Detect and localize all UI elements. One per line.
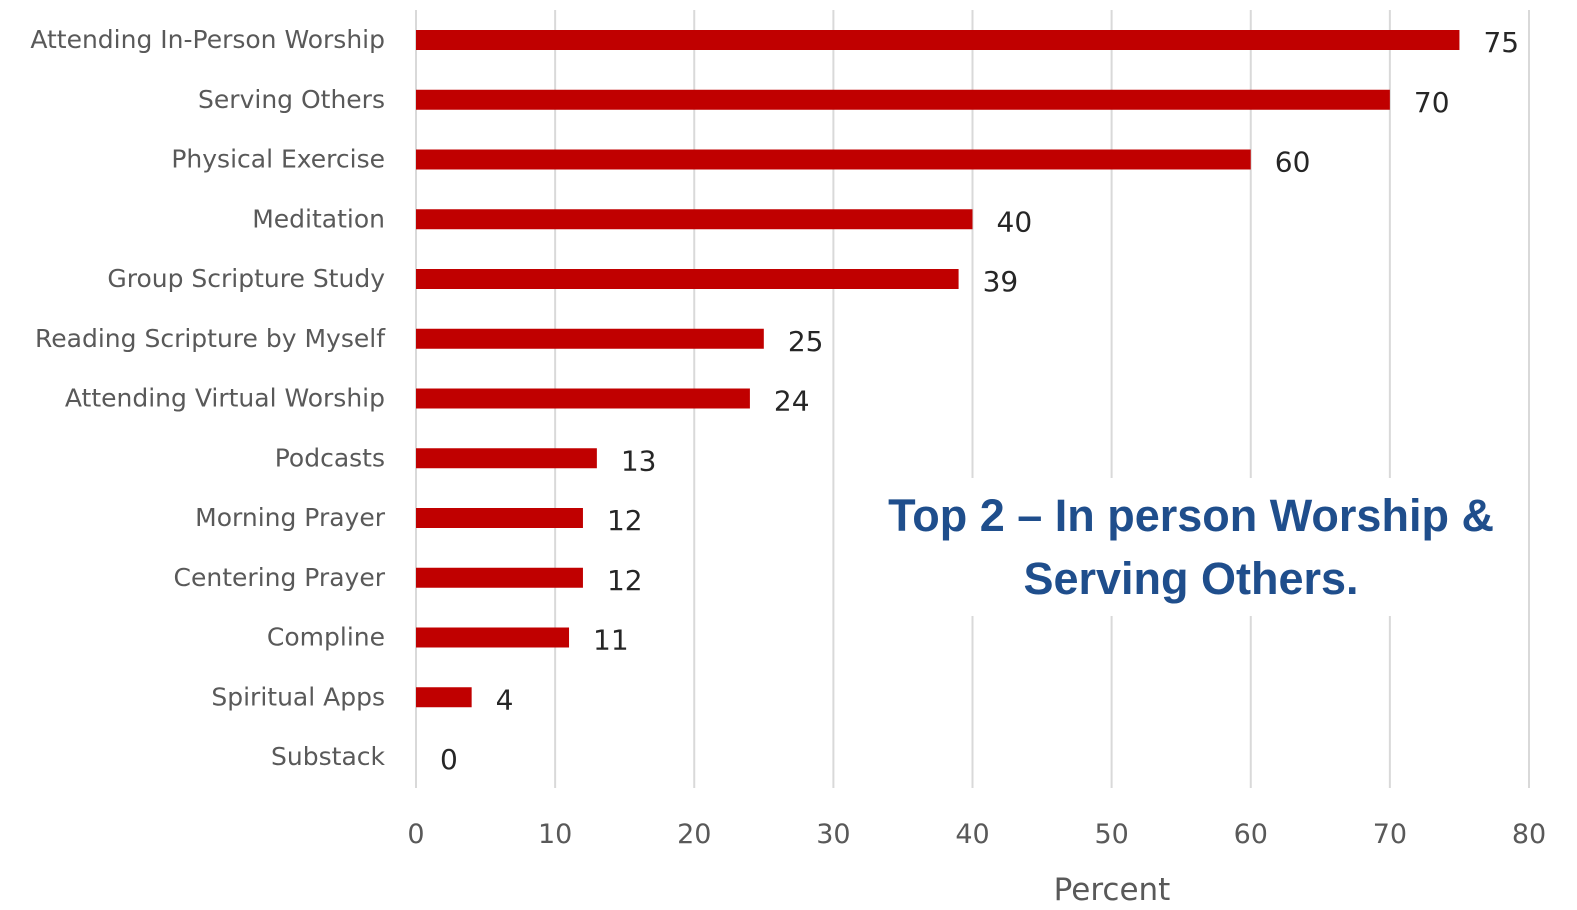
category-label: Compline (267, 623, 385, 652)
data-label: 24 (774, 385, 810, 418)
x-axis-title: Percent (1054, 872, 1171, 908)
bar (416, 627, 570, 648)
category-label: Serving Others (198, 85, 385, 114)
x-tick-label: 40 (955, 819, 989, 850)
data-label: 12 (607, 564, 643, 597)
category-label: Physical Exercise (171, 145, 385, 174)
bars (416, 30, 1460, 708)
category-labels: Attending In-Person Worship Serving Other… (30, 25, 386, 771)
data-label: 12 (607, 504, 643, 537)
category-label: Centering Prayer (174, 563, 386, 592)
annotation-callout: Top 2 – In person Worship & Serving Othe… (858, 478, 1524, 616)
category-label: Spiritual Apps (211, 682, 385, 711)
category-label: Attending Virtual Worship (65, 384, 385, 413)
category-label: Attending In-Person Worship (30, 25, 385, 54)
data-label: 0 (440, 743, 458, 776)
category-label: Meditation (252, 204, 385, 233)
category-label: Podcasts (275, 443, 385, 472)
x-axis-ticks: 0 10 20 30 40 50 60 70 80 (407, 819, 1546, 850)
category-label: Group Scripture Study (107, 264, 385, 293)
data-label: 13 (621, 444, 657, 477)
data-label: 60 (1275, 146, 1311, 179)
data-label: 39 (983, 265, 1019, 298)
x-tick-label: 0 (407, 819, 424, 850)
bar (416, 508, 583, 528)
annotation-line-1: Top 2 – In person Worship & (888, 490, 1494, 541)
data-label: 11 (593, 624, 629, 657)
category-label: Substack (271, 742, 385, 771)
bar (416, 209, 973, 230)
bar (416, 30, 1460, 50)
annotation-line-2: Serving Others. (1023, 553, 1359, 604)
x-tick-label: 70 (1373, 819, 1407, 850)
bar (416, 687, 472, 708)
x-tick-label: 30 (816, 819, 850, 850)
category-label: Reading Scripture by Myself (35, 324, 386, 353)
data-label: 70 (1414, 86, 1450, 119)
x-tick-label: 60 (1234, 819, 1268, 850)
data-label: 40 (997, 205, 1033, 238)
bar (416, 269, 959, 289)
x-tick-label: 20 (677, 819, 711, 850)
bar (416, 388, 750, 409)
x-tick-label: 10 (538, 819, 572, 850)
bar (416, 89, 1390, 110)
category-label: Morning Prayer (195, 503, 386, 532)
x-tick-label: 50 (1094, 819, 1128, 850)
data-label: 75 (1483, 26, 1519, 59)
bar (416, 567, 583, 588)
bar (416, 149, 1251, 170)
data-label: 25 (788, 325, 824, 358)
bar (416, 448, 597, 469)
bar (416, 328, 764, 349)
x-tick-label: 80 (1512, 819, 1546, 850)
gridlines (415, 10, 1530, 788)
data-label: 4 (496, 683, 514, 716)
